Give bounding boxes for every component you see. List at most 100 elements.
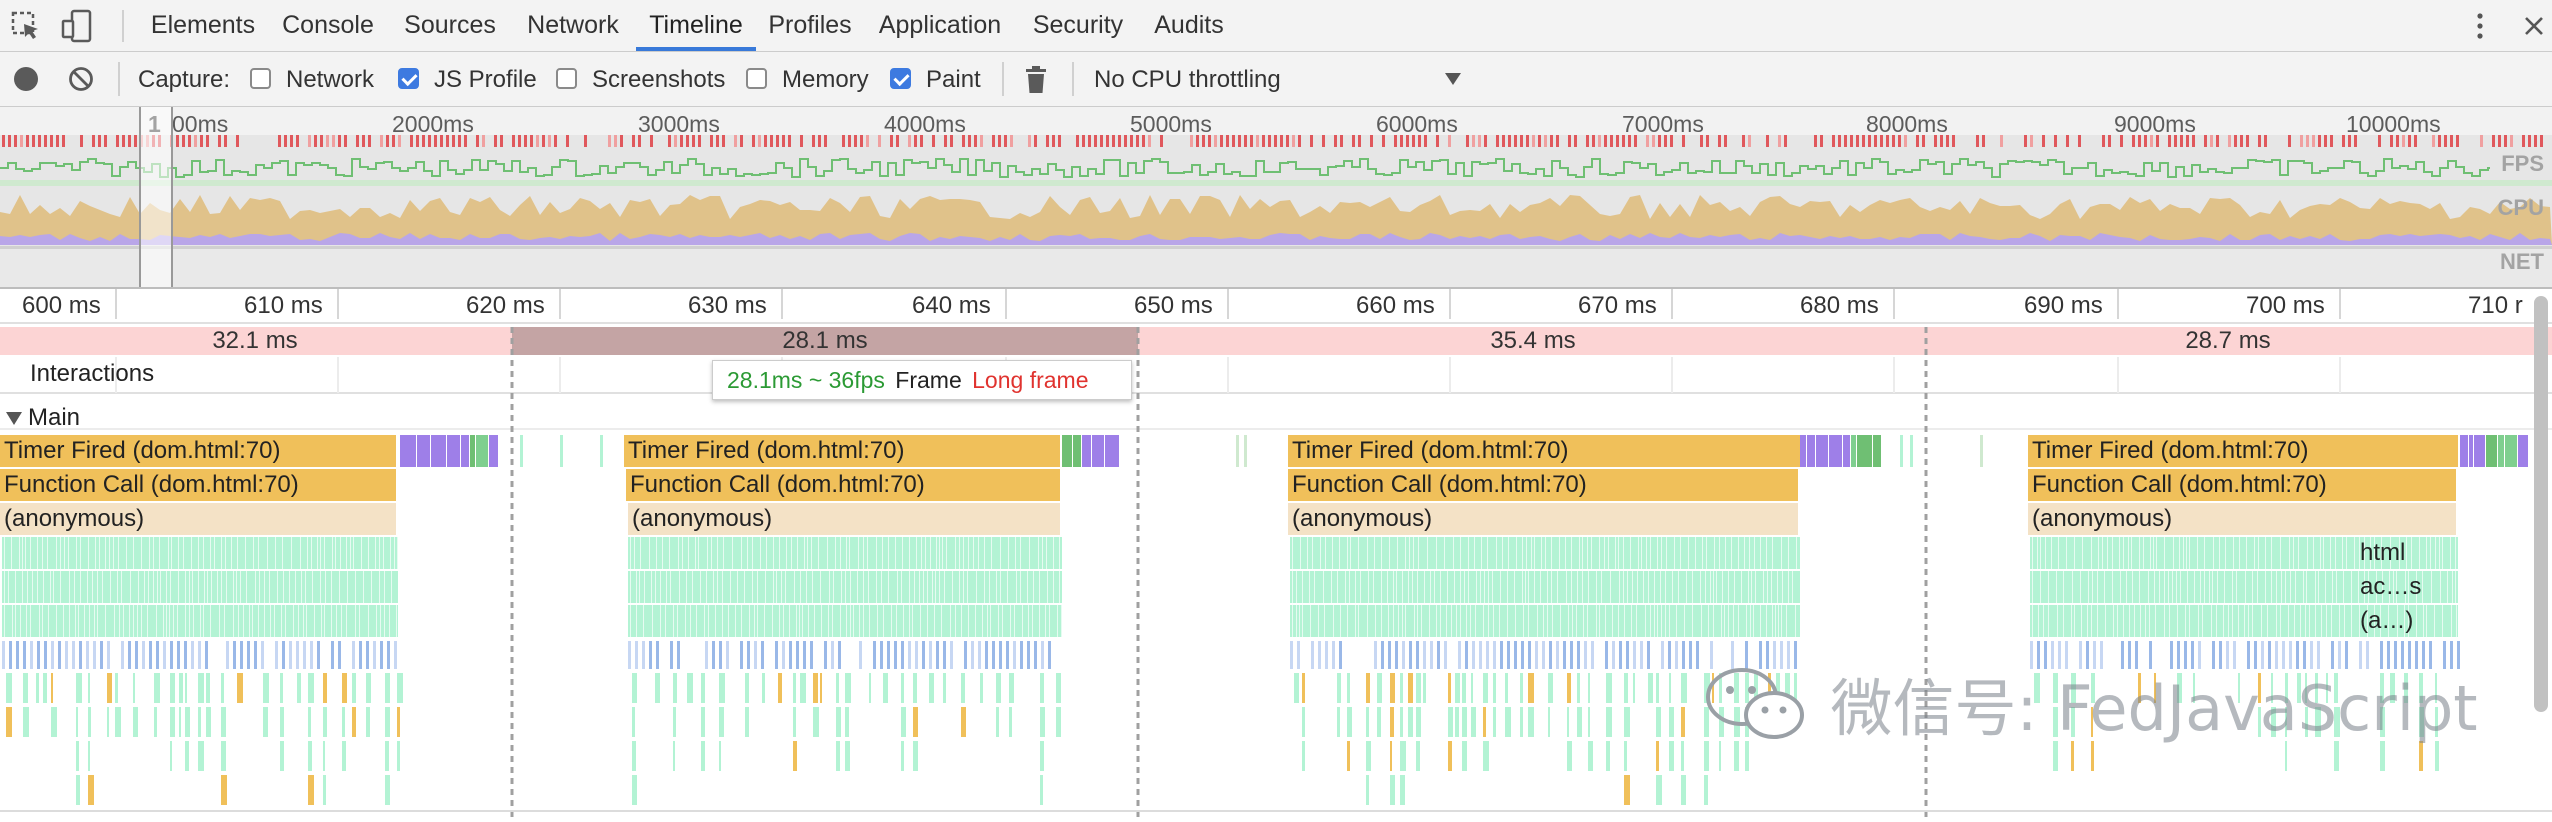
frame-duration-selected[interactable]: 28.1 ms	[782, 327, 868, 354]
overview-frame-marker	[770, 135, 773, 147]
cpu-throttling-select[interactable]: No CPU throttling	[1094, 66, 1281, 93]
js-call-divider	[2289, 537, 2290, 569]
flame-event-timer-fired[interactable]: Timer Fired (dom.html:70)	[1288, 435, 1800, 467]
network-checkbox-label[interactable]: Network	[286, 66, 375, 93]
flame-event-anonymous[interactable]: (anonymous)	[0, 503, 396, 535]
flame-event-anonymous[interactable]: (anonymous)	[628, 503, 1060, 535]
frame-duration[interactable]: 35.4 ms	[1490, 327, 1576, 354]
overview-frame-marker	[1682, 135, 1685, 147]
js-call-divider	[1587, 605, 1588, 637]
screenshots-checkbox[interactable]	[556, 68, 577, 89]
js-call-divider	[2128, 537, 2129, 569]
js-call-divider	[1610, 571, 1611, 603]
js-call-divider	[74, 571, 75, 603]
tab-application[interactable]: Application	[878, 11, 1002, 39]
flame-chart-canvas[interactable]	[0, 289, 2552, 822]
js-call-divider	[1355, 571, 1356, 603]
tab-audits[interactable]: Audits	[1154, 11, 1224, 39]
js-call-divider	[1440, 605, 1441, 637]
js-call-divider	[2300, 605, 2301, 637]
js-call-divider	[901, 571, 902, 603]
deep-call-bar	[1377, 673, 1382, 703]
flame-event-timer-fired[interactable]: Timer Fired (dom.html:70)	[2028, 435, 2458, 467]
overview-frame-marker	[1784, 135, 1787, 147]
gc-event-bar	[628, 641, 631, 669]
js-call-divider	[764, 605, 765, 637]
js-call-divider	[927, 605, 928, 637]
deep-call-bar	[1493, 707, 1496, 737]
memory-checkbox-label[interactable]: Memory	[782, 66, 869, 93]
network-checkbox[interactable]	[250, 68, 271, 89]
flame-event-anonymous[interactable]: (anonymous)	[2028, 503, 2456, 535]
flame-event-function-call[interactable]: Function Call (dom.html:70)	[0, 469, 396, 501]
js-call-divider	[1754, 537, 1755, 569]
js-call-divider	[2074, 537, 2075, 569]
flame-event-short[interactable]: (a…)	[2360, 607, 2414, 634]
tab-sources[interactable]: Sources	[404, 11, 496, 39]
flame-event-short[interactable]: ac…s	[2360, 573, 2422, 600]
flame-event-function-call[interactable]: Function Call (dom.html:70)	[2028, 469, 2456, 501]
clear-icon[interactable]	[68, 66, 94, 92]
flame-event-timer-fired[interactable]: Timer Fired (dom.html:70)	[624, 435, 1060, 467]
main-track-header[interactable]: Main	[6, 404, 80, 432]
more-options-icon[interactable]	[2474, 10, 2486, 42]
deep-call-bar	[961, 707, 966, 737]
js-call-divider	[722, 605, 723, 637]
flame-event-html[interactable]: html	[2360, 539, 2406, 566]
tab-console[interactable]: Console	[282, 11, 374, 39]
gc-event-bar	[1041, 641, 1044, 669]
flame-event-function-call[interactable]: Function Call (dom.html:70)	[626, 469, 1060, 501]
flame-event-function-call[interactable]: Function Call (dom.html:70)	[1288, 469, 1798, 501]
overview-frame-marker	[2342, 135, 2345, 147]
timeline-overview[interactable]: 1 00ms 2000ms 3000ms 4000ms 5000ms 6000m…	[0, 107, 2552, 289]
memory-checkbox[interactable]	[746, 68, 767, 89]
frame-duration[interactable]: 28.7 ms	[2185, 327, 2271, 354]
device-toolbar-icon[interactable]	[60, 8, 96, 44]
overview-frame-marker	[1256, 135, 1259, 147]
js-call-divider	[840, 537, 841, 569]
js-profile-checkbox-label[interactable]: JS Profile	[434, 66, 537, 93]
tab-network[interactable]: Network	[527, 11, 619, 39]
tab-security[interactable]: Security	[1032, 11, 1124, 39]
chevron-down-icon[interactable]	[1444, 72, 1462, 86]
overview-selection-handle[interactable]	[139, 107, 173, 287]
gc-event-bar	[747, 641, 750, 669]
overview-frame-marker	[608, 135, 611, 147]
deep-call-bar	[342, 741, 346, 771]
flame-event-anonymous[interactable]: (anonymous)	[1288, 503, 1798, 535]
overview-frame-marker	[440, 135, 443, 147]
inspect-element-icon[interactable]	[10, 10, 42, 42]
js-call-bar	[2030, 537, 2458, 569]
gc-event-bar	[1027, 641, 1030, 669]
js-profile-checkbox[interactable]	[398, 68, 419, 89]
flame-event-timer-fired[interactable]: Timer Fired (dom.html:70)	[0, 435, 396, 467]
tab-timeline[interactable]: Timeline	[636, 0, 756, 51]
tab-profiles[interactable]: Profiles	[768, 11, 852, 39]
gc-event-bar	[2219, 641, 2222, 669]
paint-checkbox-label[interactable]: Paint	[926, 66, 981, 93]
js-call-divider	[1396, 571, 1397, 603]
gc-event-bar	[177, 641, 180, 669]
deep-call-bar	[1056, 707, 1061, 737]
tab-elements[interactable]: Elements	[150, 11, 256, 39]
js-call-divider	[2423, 605, 2424, 637]
render-event-bar	[2469, 435, 2473, 467]
render-event-bar	[470, 435, 475, 467]
js-call-divider	[2126, 571, 2127, 603]
trash-icon[interactable]	[1024, 66, 1048, 94]
js-call-divider	[968, 537, 969, 569]
deep-call-bar	[323, 741, 325, 771]
js-call-divider	[1409, 537, 1410, 569]
paint-checkbox[interactable]	[890, 68, 911, 89]
record-icon[interactable]	[14, 67, 38, 91]
deep-call-bar	[913, 707, 918, 737]
js-call-divider	[1038, 537, 1039, 569]
flame-chart-scrollbar[interactable]	[2534, 296, 2548, 712]
screenshots-checkbox-label[interactable]: Screenshots	[592, 66, 726, 93]
deep-call-bar	[2071, 707, 2075, 737]
frame-duration[interactable]: 32.1 ms	[212, 327, 298, 354]
js-call-divider	[1417, 605, 1418, 637]
js-call-divider	[2271, 537, 2272, 569]
js-call-divider	[1599, 537, 1600, 569]
close-icon[interactable]	[2522, 14, 2546, 38]
